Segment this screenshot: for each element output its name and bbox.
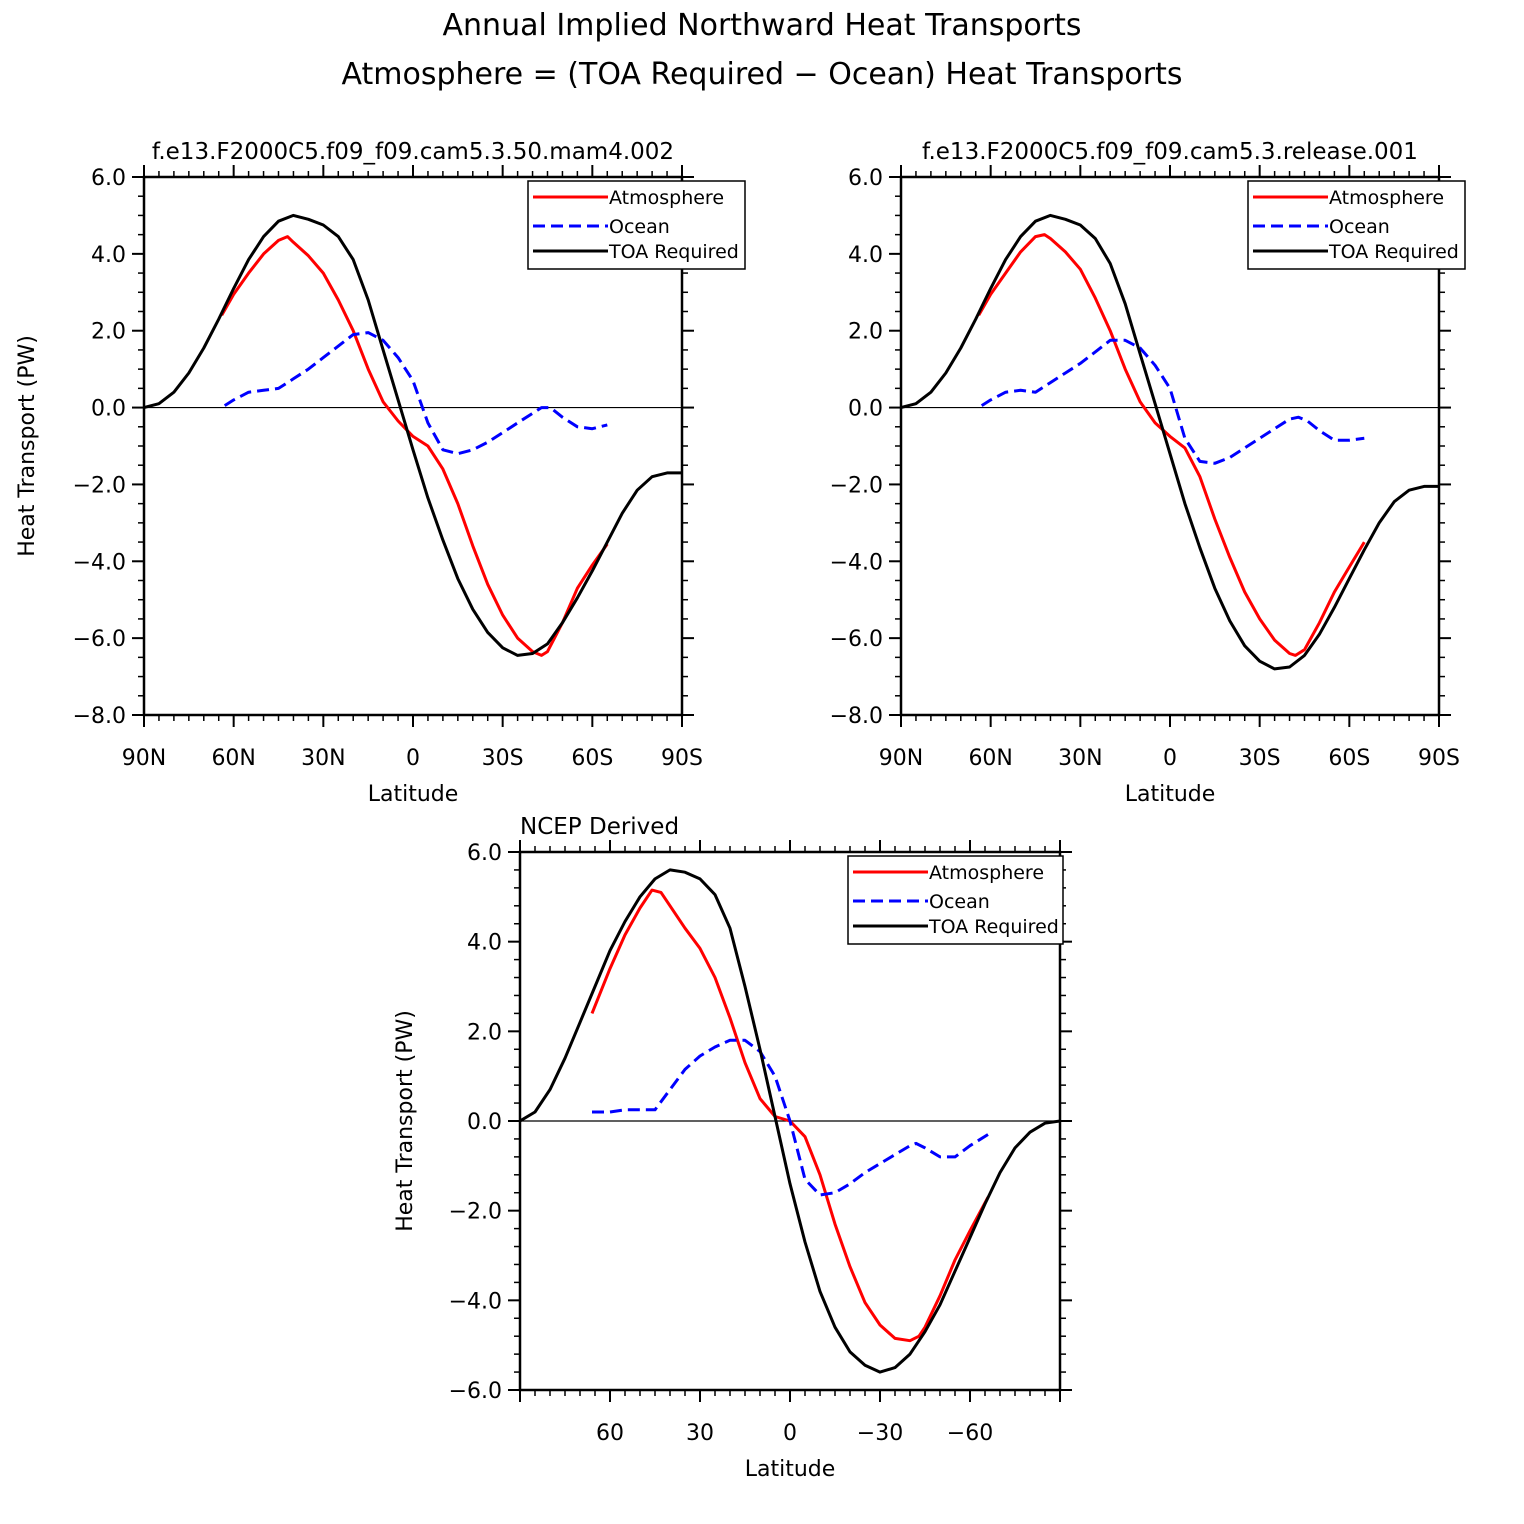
legend: Atmosphere Ocean TOA Required [527, 180, 746, 270]
legend: Atmosphere Ocean TOA Required [1247, 180, 1466, 270]
y-tick-label: −2.0 [73, 473, 126, 498]
x-tick-label: 60N [211, 746, 255, 771]
series-line-toa-required [144, 213, 682, 657]
y-axis-label: Heat Transport (PW) [15, 335, 40, 557]
y-tick-label: 2.0 [467, 1020, 502, 1045]
series-line-atmosphere [977, 233, 1366, 657]
legend-label: Atmosphere [1329, 187, 1444, 209]
legend-label: TOA Required [1328, 241, 1459, 263]
series-line-toa-required [520, 868, 1060, 1374]
y-tick-label: 4.0 [91, 243, 126, 268]
y-tick-label: −2.0 [449, 1200, 502, 1225]
y-tick-label: 6.0 [91, 166, 126, 191]
legend: Atmosphere Ocean TOA Required [847, 855, 1064, 945]
panel-title: f.e13.F2000C5.f09_f09.cam5.3.50.mam4.002 [152, 139, 674, 165]
x-tick-label: −30 [857, 1421, 903, 1446]
panel-title: f.e13.F2000C5.f09_f09.cam5.3.release.001 [922, 139, 1418, 165]
y-tick-label: 2.0 [91, 320, 126, 345]
y-tick-label: 0.0 [91, 397, 126, 422]
figure-title-line2: Atmosphere = (TOA Required − Ocean) Heat… [341, 57, 1182, 92]
y-tick-label: 6.0 [848, 166, 883, 191]
x-tick-label: 30N [301, 746, 345, 771]
series-line-ocean [223, 331, 608, 456]
legend-label: Ocean [609, 216, 670, 238]
x-tick-label: 60N [968, 746, 1012, 771]
panel-cam5-3-release: −8.0 −6.0 −4.0 −2.0 0.0 2.0 4.0 6.0 90N 60N 30N 0 30… [830, 139, 1466, 807]
x-tick-label: 90N [122, 746, 166, 771]
y-tick-label: 0.0 [467, 1110, 502, 1135]
y-tick-label: −6.0 [449, 1379, 502, 1404]
series-line-atmosphere [590, 888, 990, 1343]
series-line-ocean [592, 1038, 989, 1197]
y-tick-label: 2.0 [848, 320, 883, 345]
y-tick-label: −4.0 [449, 1289, 502, 1314]
x-axis-label: Latitude [745, 1457, 836, 1482]
x-tick-label: 60 [596, 1421, 624, 1446]
y-tick-label: −8.0 [73, 704, 126, 729]
x-tick-label: 90N [879, 746, 923, 771]
panel-ncep-derived: −6.0 −4.0 −2.0 0.0 2.0 4.0 6.0 60 30 0 −30 −60 Latit… [393, 814, 1072, 1482]
x-tick-label: 0 [783, 1421, 797, 1446]
panel-title: NCEP Derived [520, 814, 679, 840]
y-axis-label: Heat Transport (PW) [393, 1010, 418, 1232]
legend-label: TOA Required [928, 916, 1059, 938]
figure-title-line1: Annual Implied Northward Heat Transports [443, 8, 1082, 43]
y-tick-label: −6.0 [73, 627, 126, 652]
x-tick-label: 30 [686, 1421, 714, 1446]
x-tick-label: 60S [571, 746, 613, 771]
x-tick-label: 90S [1418, 746, 1460, 771]
legend-label: Ocean [929, 891, 990, 913]
x-tick-label: 60S [1328, 746, 1370, 771]
x-axis-label: Latitude [1125, 782, 1216, 807]
x-tick-label: 0 [406, 746, 420, 771]
x-axis-label: Latitude [368, 782, 459, 807]
x-tick-label: 0 [1163, 746, 1177, 771]
x-tick-label: 30N [1058, 746, 1102, 771]
x-tick-label: 90S [661, 746, 703, 771]
legend-label: Atmosphere [609, 187, 724, 209]
series-line-toa-required [901, 213, 1439, 671]
y-tick-label: 4.0 [467, 931, 502, 956]
y-tick-label: −2.0 [830, 473, 883, 498]
legend-label: TOA Required [608, 241, 739, 263]
y-tick-label: 6.0 [467, 841, 502, 866]
y-tick-label: 4.0 [848, 243, 883, 268]
x-tick-label: −60 [947, 1421, 993, 1446]
legend-label: Atmosphere [929, 862, 1044, 884]
x-tick-label: 30S [1239, 746, 1281, 771]
y-tick-label: −4.0 [73, 550, 126, 575]
y-tick-label: −8.0 [830, 704, 883, 729]
panel-cam5-3-50-mam4: −8.0 −6.0 −4.0 −2.0 0.0 2.0 4.0 6.0 90N 60N 30N 0 30… [15, 139, 746, 807]
y-tick-label: −6.0 [830, 627, 883, 652]
x-tick-label: 30S [482, 746, 524, 771]
legend-label: Ocean [1329, 216, 1390, 238]
y-tick-label: −4.0 [830, 550, 883, 575]
series-line-atmosphere [220, 235, 609, 657]
series-line-ocean [980, 338, 1365, 465]
y-tick-label: 0.0 [848, 397, 883, 422]
